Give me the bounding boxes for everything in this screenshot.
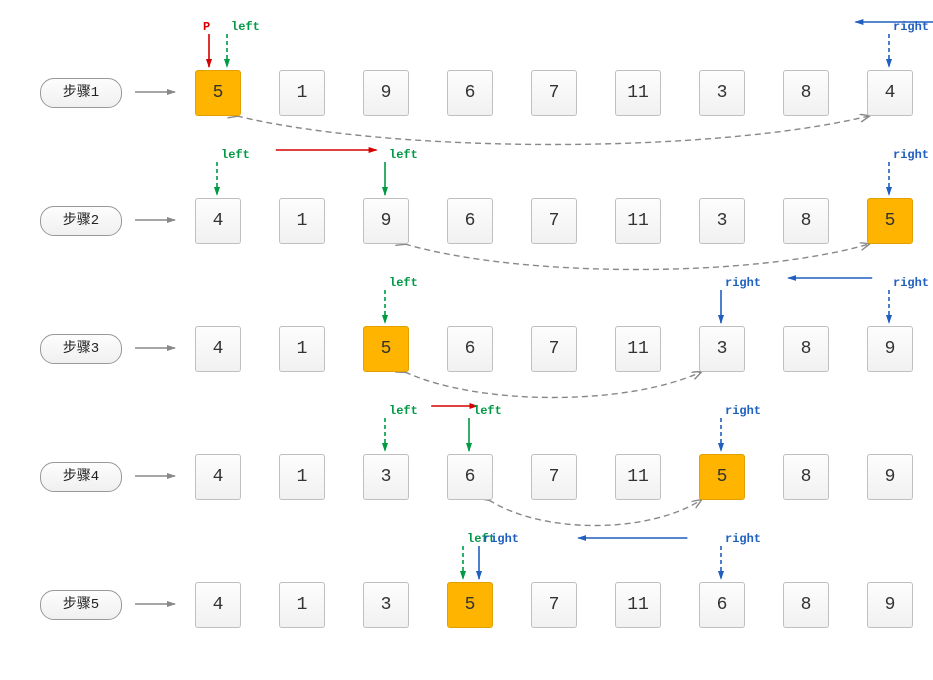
array-cell: 8 bbox=[783, 454, 829, 500]
array-cell: 11 bbox=[615, 198, 661, 244]
pointer-label-right: right bbox=[893, 276, 929, 290]
array-cell: 5 bbox=[363, 326, 409, 372]
pointer-label-left: left bbox=[389, 404, 418, 418]
array-cell: 5 bbox=[447, 582, 493, 628]
array-cell: 8 bbox=[783, 326, 829, 372]
array-cell: 8 bbox=[783, 582, 829, 628]
array-cell: 4 bbox=[195, 198, 241, 244]
array-cell: 3 bbox=[699, 198, 745, 244]
step-label: 步骤5 bbox=[40, 590, 122, 620]
array-cell: 7 bbox=[531, 198, 577, 244]
array-cell: 11 bbox=[615, 70, 661, 116]
array-cell: 5 bbox=[195, 70, 241, 116]
array-cell: 7 bbox=[531, 70, 577, 116]
array-cell: 4 bbox=[195, 326, 241, 372]
array-cell: 6 bbox=[447, 70, 493, 116]
array-cell: 6 bbox=[699, 582, 745, 628]
pointer-label-left: left bbox=[473, 404, 502, 418]
pointer-label-left: left bbox=[389, 148, 418, 162]
array-cell: 7 bbox=[531, 326, 577, 372]
array-cell: 3 bbox=[699, 70, 745, 116]
array-cell: 9 bbox=[867, 454, 913, 500]
array-cell: 4 bbox=[195, 454, 241, 500]
step-label: 步骤4 bbox=[40, 462, 122, 492]
pointer-label-right: right bbox=[725, 532, 761, 546]
array-cell: 3 bbox=[363, 582, 409, 628]
pointer-label-right: right bbox=[725, 276, 761, 290]
step-label: 步骤1 bbox=[40, 78, 122, 108]
diagram-stage: 步骤15196711384Pleftright步骤24196711385left… bbox=[0, 0, 933, 680]
array-cell: 6 bbox=[447, 326, 493, 372]
pointer-label-P: P bbox=[203, 20, 210, 34]
array-cell: 9 bbox=[363, 70, 409, 116]
array-cell: 6 bbox=[447, 198, 493, 244]
pointer-label-left: left bbox=[467, 532, 496, 546]
pointer-label-right: right bbox=[893, 20, 929, 34]
pointer-label-right: right bbox=[725, 404, 761, 418]
array-cell: 4 bbox=[867, 70, 913, 116]
pointer-label-left: left bbox=[231, 20, 260, 34]
array-cell: 3 bbox=[363, 454, 409, 500]
array-cell: 9 bbox=[867, 326, 913, 372]
array-cell: 3 bbox=[699, 326, 745, 372]
array-cell: 4 bbox=[195, 582, 241, 628]
array-cell: 5 bbox=[867, 198, 913, 244]
array-cell: 1 bbox=[279, 70, 325, 116]
array-cell: 11 bbox=[615, 454, 661, 500]
array-cell: 1 bbox=[279, 582, 325, 628]
array-cell: 9 bbox=[363, 198, 409, 244]
pointer-label-right: right bbox=[893, 148, 929, 162]
step-label: 步骤3 bbox=[40, 334, 122, 364]
array-cell: 9 bbox=[867, 582, 913, 628]
array-cell: 5 bbox=[699, 454, 745, 500]
array-cell: 7 bbox=[531, 582, 577, 628]
pointer-label-left: left bbox=[221, 148, 250, 162]
array-cell: 1 bbox=[279, 198, 325, 244]
pointer-label-left: left bbox=[389, 276, 418, 290]
array-cell: 7 bbox=[531, 454, 577, 500]
array-cell: 8 bbox=[783, 198, 829, 244]
array-cell: 8 bbox=[783, 70, 829, 116]
array-cell: 11 bbox=[615, 326, 661, 372]
array-cell: 1 bbox=[279, 454, 325, 500]
step-label: 步骤2 bbox=[40, 206, 122, 236]
array-cell: 6 bbox=[447, 454, 493, 500]
pointer-label-right: right bbox=[483, 532, 519, 546]
array-cell: 1 bbox=[279, 326, 325, 372]
array-cell: 11 bbox=[615, 582, 661, 628]
